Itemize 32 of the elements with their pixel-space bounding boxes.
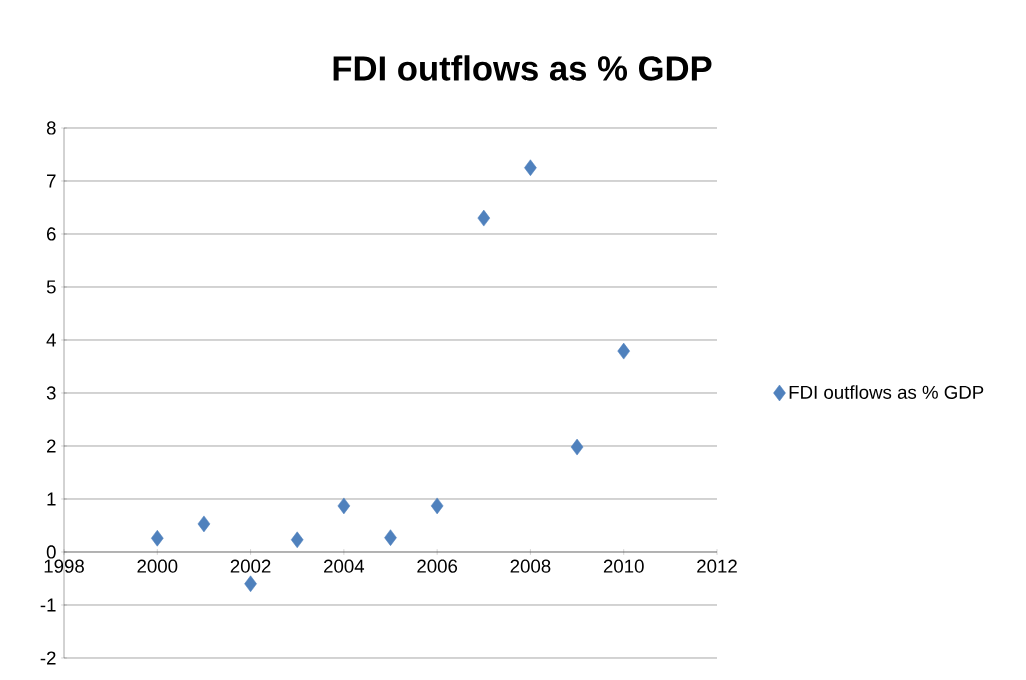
point <box>244 575 257 593</box>
point <box>570 438 584 456</box>
legend-label: FDI outflows as % GDP <box>789 385 984 399</box>
point <box>337 497 351 515</box>
x-tick-label: 2008 <box>510 559 551 573</box>
x-tick-label: 2002 <box>230 559 271 573</box>
y-tick-label: 6 <box>47 227 56 241</box>
y-tick-label: 5 <box>46 280 56 294</box>
x-tick-label: 2000 <box>137 559 178 573</box>
point <box>524 159 537 177</box>
point <box>151 529 164 547</box>
y-tick-label: 4 <box>46 333 56 347</box>
y-tick-label: 2 <box>47 439 56 453</box>
chart-title: FDI outflows as % GDP <box>333 55 712 81</box>
x-tick-label: 2004 <box>324 559 365 573</box>
y-tick-label: 0 <box>46 545 56 559</box>
point <box>477 209 491 227</box>
point <box>197 515 211 533</box>
x-tick-label: 2010 <box>603 559 644 573</box>
y-tick-label: 7 <box>47 174 56 188</box>
y-tick-label: -1 <box>40 598 56 612</box>
y-tick-label: 3 <box>46 386 56 400</box>
point <box>430 497 444 515</box>
y-tick-label: 1 <box>47 492 56 506</box>
point <box>384 529 397 546</box>
x-tick-label: 1998 <box>44 559 84 573</box>
y-tick-label: 8 <box>46 121 56 135</box>
y-tick-label: -2 <box>40 651 56 665</box>
point <box>617 342 630 360</box>
x-tick-label: 2012 <box>697 559 737 573</box>
point <box>290 531 304 549</box>
x-tick-label: 2006 <box>417 559 458 573</box>
